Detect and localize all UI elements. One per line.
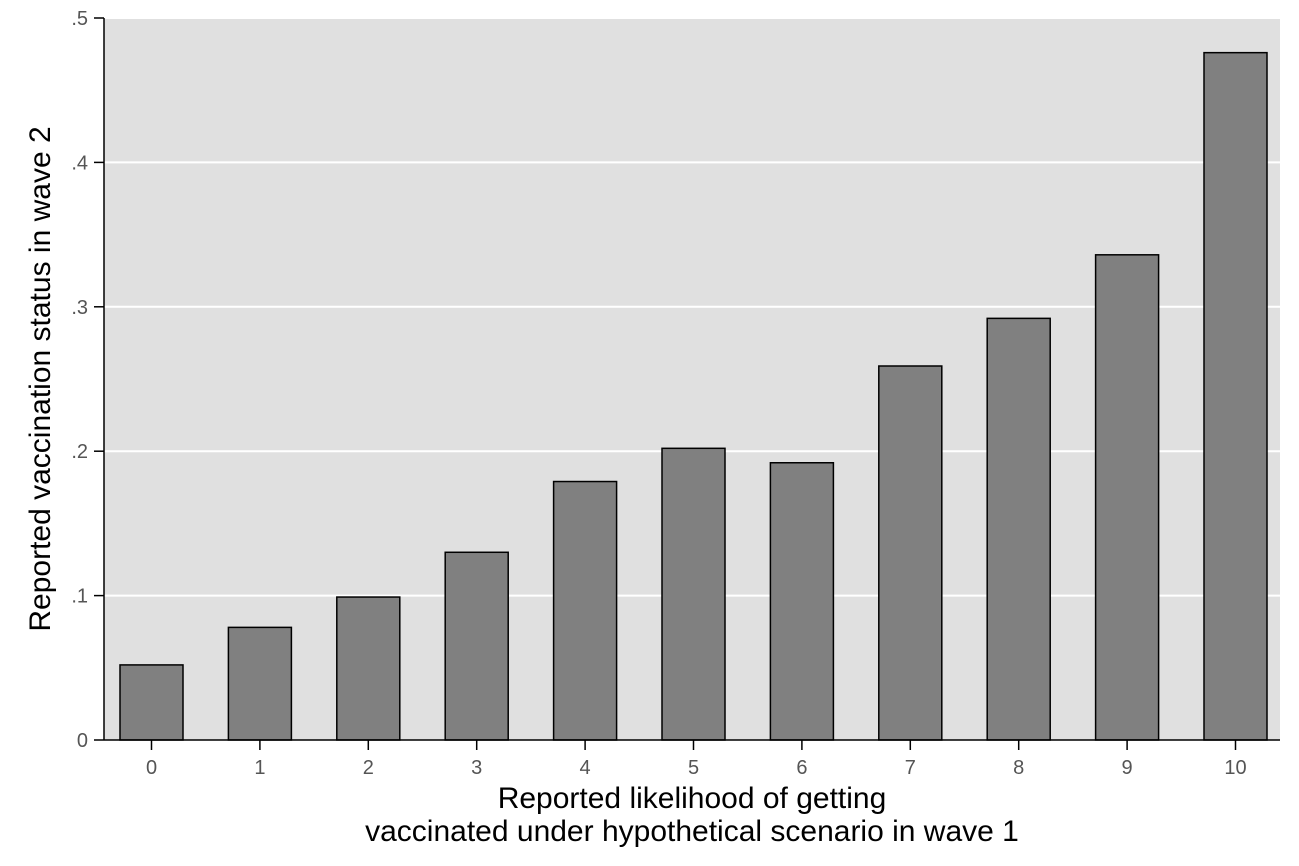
- y-tick-label-1: .1: [71, 586, 88, 608]
- x-tick-label-4: 4: [580, 757, 591, 779]
- y-tick-label-2: .2: [71, 441, 88, 463]
- x-tick-label-8: 8: [1013, 757, 1024, 779]
- x-tick-label-1: 1: [254, 757, 265, 779]
- x-tick-label-5: 5: [688, 757, 699, 779]
- bar-2: [336, 596, 401, 741]
- y-axis-ticks: 0 .1 .2 .3 .4 .5: [71, 8, 104, 752]
- x-axis-title-line-2: vaccinated under hypothetical scenario i…: [365, 815, 1019, 848]
- bar-3: [444, 551, 509, 741]
- bar-4: [552, 480, 618, 741]
- x-tick-label-9: 9: [1122, 757, 1133, 779]
- bar-7: [878, 365, 943, 741]
- y-tick-label-3: .3: [71, 297, 88, 319]
- x-tick-label-0: 0: [146, 757, 157, 779]
- bar-10: [1203, 51, 1268, 741]
- bar-8: [986, 317, 1051, 741]
- bar-5: [661, 447, 726, 741]
- bar-9: [1094, 254, 1160, 741]
- y-tick-label-5: .5: [71, 8, 88, 30]
- x-tick-label-7: 7: [905, 757, 916, 779]
- x-tick-label-10: 10: [1224, 757, 1246, 779]
- y-tick-label-0: 0: [77, 730, 88, 752]
- bar-1: [227, 626, 293, 741]
- x-axis-ticks: 0 1 2 3 4 5 6 7 8 9 10: [146, 740, 1247, 779]
- x-tick-label-3: 3: [471, 757, 482, 779]
- x-tick-label-6: 6: [796, 757, 807, 779]
- x-tick-label-2: 2: [363, 757, 374, 779]
- bar-0: [119, 664, 184, 741]
- x-axis-title-line-1: Reported likelihood of getting: [498, 782, 887, 815]
- bars: [119, 51, 1268, 741]
- y-tick-label-4: .4: [71, 152, 88, 174]
- axes: [103, 18, 1280, 741]
- bar-6: [769, 462, 835, 741]
- y-axis-title: Reported vaccination status in wave 2: [24, 126, 57, 631]
